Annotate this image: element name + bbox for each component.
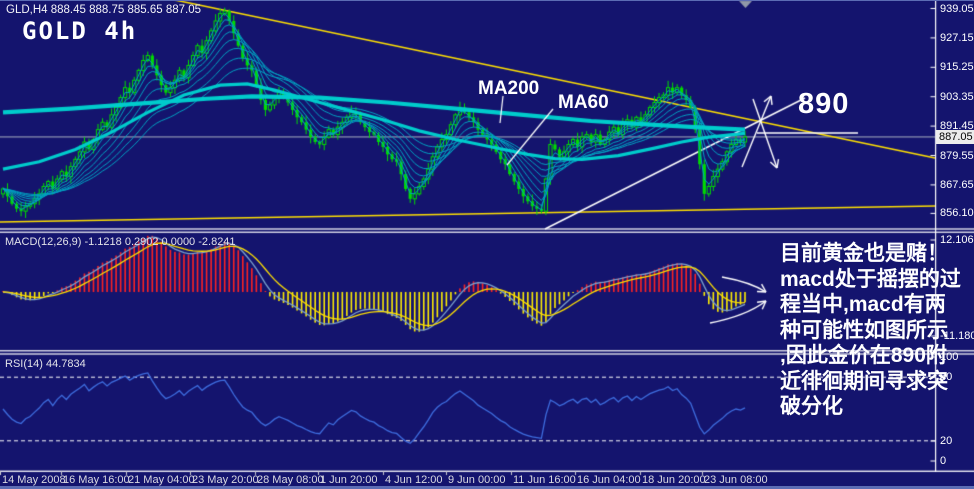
macd-indicator-label: MACD(12,26,9) -1.1218 0.2902 0.0000 -2.8… <box>5 236 236 248</box>
annotation-line: 程当中,macd有两 <box>780 293 946 316</box>
price-tick-label: 867.65 <box>940 178 974 191</box>
macd-tick-label: 12.1063 <box>940 234 974 246</box>
rsi-tick-label: 100 <box>940 351 959 363</box>
macd-tick-label: -11.1804 <box>940 330 974 342</box>
time-tick-label[interactable]: 16 Jun 04:00 <box>577 474 641 486</box>
price-tick-label: 903.35 <box>940 90 974 103</box>
ma200-label: MA200 <box>478 78 540 99</box>
time-tick-label[interactable]: 1 Jun 20:00 <box>320 474 378 486</box>
annotation-line: ,因此金价在890附 <box>780 344 947 367</box>
rsi-indicator-label: RSI(14) 44.7834 <box>5 358 86 370</box>
symbol-ohlc-header: GLD,H4 888.45 888.75 885.65 887.05 <box>6 4 202 16</box>
annotation-line: 近徘徊期间寻求突 <box>780 369 948 393</box>
price-tick-label: 915.25 <box>940 61 974 74</box>
time-tick-label[interactable]: 23 May 20:00 <box>192 474 259 486</box>
price-tick-label: 879.55 <box>940 149 974 162</box>
analysis-annotation: 目前黄金也是赌！ macd处于摇摆的过 程当中,macd有两 种可能性如图所示 ,因此金… <box>780 241 974 420</box>
time-tick-label[interactable]: 23 Jun 08:00 <box>704 474 768 486</box>
time-tick-label[interactable]: 21 May 04:00 <box>128 474 195 486</box>
level-890-label: 890 <box>798 88 850 120</box>
price-tick-label: 856.10 <box>940 207 974 220</box>
time-tick-label[interactable]: 4 Jun 12:00 <box>385 474 443 486</box>
current-price-box: 887.05 <box>936 130 974 144</box>
price-tick-label: 939.05 <box>940 2 974 15</box>
time-tick-label[interactable]: 14 May 2008 <box>2 474 66 486</box>
window-bottom-edge <box>0 486 974 489</box>
time-tick-label[interactable]: 11 Jun 16:00 <box>513 474 576 486</box>
price-tick-label: 927.15 <box>940 31 974 44</box>
annotation-line: 破分化 <box>780 395 843 418</box>
rsi-tick-label: 0 <box>940 455 947 467</box>
time-tick-label[interactable]: 9 Jun 00:00 <box>448 474 506 486</box>
time-tick-label[interactable]: 16 May 16:00 <box>63 474 130 486</box>
time-tick-label[interactable]: 28 May 08:00 <box>257 474 324 486</box>
ma60-label: MA60 <box>558 92 609 113</box>
price-tick-label: 891.45 <box>940 120 974 133</box>
annotation-line: 目前黄金也是赌！ <box>780 242 948 265</box>
chart-watermark: GOLD 4h <box>22 17 138 45</box>
rsi-tick-label: 20 <box>940 435 953 447</box>
time-tick-label[interactable]: 18 Jun 20:00 <box>642 474 706 486</box>
rsi-tick-label: 80 <box>940 371 953 383</box>
annotation-line: 种可能性如图所示 <box>780 318 948 342</box>
annotation-line: macd处于摇摆的过 <box>780 267 961 291</box>
